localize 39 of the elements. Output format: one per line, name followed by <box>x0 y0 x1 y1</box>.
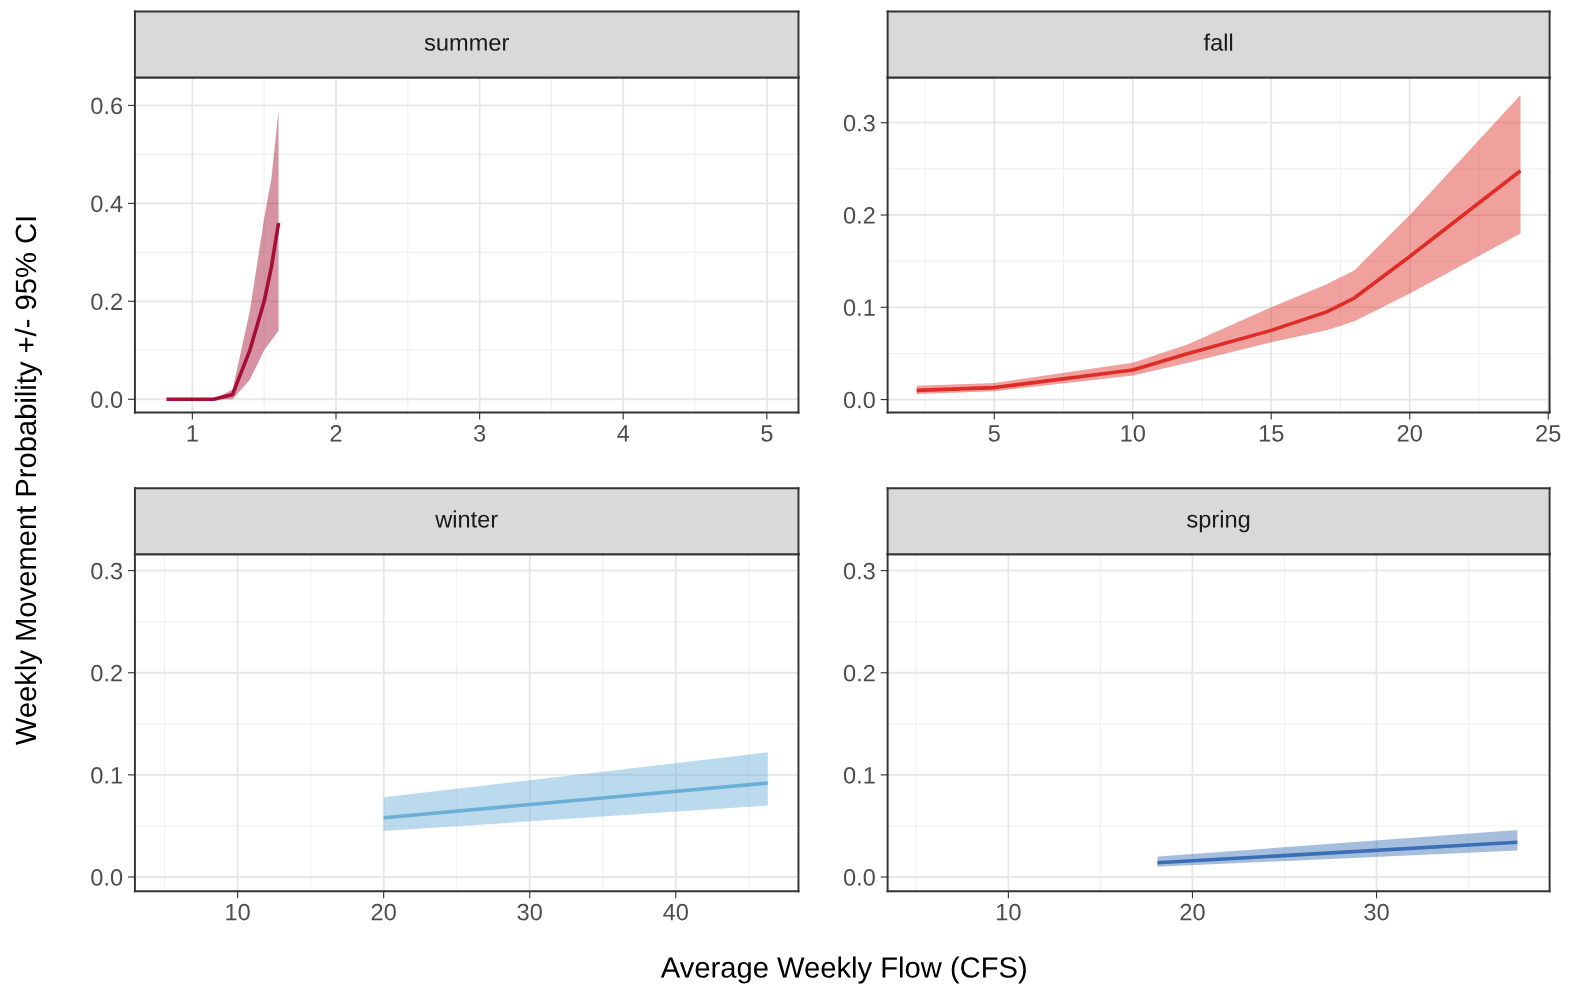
x-tick-label: 5 <box>988 425 1000 442</box>
y-tick-label: 0.3 <box>91 562 123 580</box>
y-tick-label: 0.1 <box>843 299 875 317</box>
x-tick-label: 4 <box>617 425 630 442</box>
y-tick-label: 0.0 <box>91 391 123 409</box>
x-tick-label: 30 <box>1364 903 1389 921</box>
x-tick-label: 10 <box>1121 424 1145 442</box>
x-axis-title: Average Weekly Flow (CFS) <box>660 956 1026 984</box>
x-tick-label: 10 <box>226 903 250 921</box>
x-tick-label: 1 <box>187 425 198 442</box>
y-tick-label: 0.3 <box>843 562 875 580</box>
y-axis-title: Weekly Movement Probability +/- 95% CI <box>14 217 42 746</box>
y-tick-label: 0.1 <box>843 766 875 784</box>
x-tick-label: 20 <box>371 903 396 921</box>
x-tick-label: 25 <box>1536 424 1561 442</box>
chart-title: winter <box>435 510 498 528</box>
y-tick-label: 0.2 <box>91 664 122 682</box>
y-tick-label: 0.2 <box>843 207 875 224</box>
x-tick-label: 3 <box>473 424 486 442</box>
x-tick-label: 10 <box>997 903 1021 921</box>
x-tick-label: 15 <box>1259 425 1284 442</box>
chart-title: fall <box>1203 33 1233 51</box>
y-tick-label: 0.0 <box>91 869 123 886</box>
x-tick-label: 2 <box>330 424 342 442</box>
x-tick-label: 30 <box>517 903 542 921</box>
y-tick-label: 0.4 <box>91 195 123 213</box>
x-tick-label: 40 <box>663 903 688 921</box>
chart-title: summer <box>424 37 509 51</box>
x-tick-label: 20 <box>1180 903 1205 921</box>
y-tick-label: 0.2 <box>91 293 122 311</box>
x-tick-label: 5 <box>761 425 773 442</box>
x-tick-label: 20 <box>1397 424 1422 442</box>
y-tick-label: 0.1 <box>91 766 122 784</box>
y-tick-label: 0.3 <box>843 114 875 132</box>
y-tick-label: 0.0 <box>843 391 875 409</box>
y-tick-label: 0.2 <box>843 664 875 682</box>
chart-title: spring <box>1187 510 1250 533</box>
y-tick-label: 0.6 <box>91 97 123 115</box>
y-tick-label: 0.0 <box>843 869 875 886</box>
